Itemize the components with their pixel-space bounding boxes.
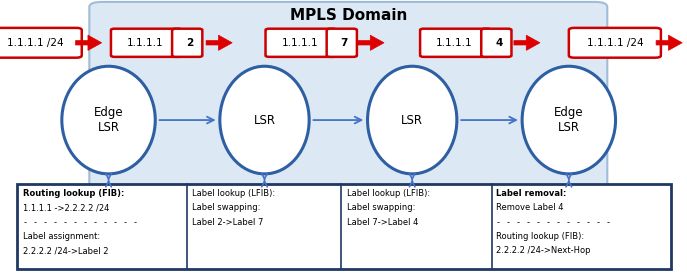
Ellipse shape <box>522 66 616 174</box>
Polygon shape <box>76 35 102 50</box>
Text: - - - - - - - - - - - -: - - - - - - - - - - - - <box>496 218 611 227</box>
Text: Routing lookup (FIB):: Routing lookup (FIB): <box>496 232 584 241</box>
Text: 2.2.2.2 /24->Next-Hop: 2.2.2.2 /24->Next-Hop <box>496 246 591 256</box>
Polygon shape <box>206 35 232 50</box>
Text: Label assignment:: Label assignment: <box>23 232 100 241</box>
Polygon shape <box>656 35 682 50</box>
Text: 2.2.2.2 /24->Label 2: 2.2.2.2 /24->Label 2 <box>23 246 108 256</box>
FancyBboxPatch shape <box>172 29 202 57</box>
Text: 1.1.1.1 /24: 1.1.1.1 /24 <box>8 38 64 48</box>
Text: Remove Label 4: Remove Label 4 <box>496 203 563 213</box>
Ellipse shape <box>368 66 457 174</box>
Polygon shape <box>358 35 384 50</box>
Text: Label removal:: Label removal: <box>496 189 566 198</box>
FancyBboxPatch shape <box>17 184 671 269</box>
Text: 1.1.1.1: 1.1.1.1 <box>436 38 473 48</box>
Text: 1.1.1.1: 1.1.1.1 <box>126 38 164 48</box>
Text: 7: 7 <box>341 38 348 48</box>
Text: 2: 2 <box>186 38 193 48</box>
Text: 1.1.1.1: 1.1.1.1 <box>281 38 318 48</box>
Polygon shape <box>514 35 540 50</box>
Text: Label 7->Label 4: Label 7->Label 4 <box>347 218 418 227</box>
Text: Label swapping:: Label swapping: <box>192 203 261 213</box>
Text: Edge
LSR: Edge LSR <box>554 106 584 134</box>
Text: Routing lookup (FIB):: Routing lookup (FIB): <box>23 189 124 198</box>
Text: 1.1.1.1 /24: 1.1.1.1 /24 <box>587 38 643 48</box>
Text: MPLS Domain: MPLS Domain <box>290 8 407 23</box>
Text: Label lookup (LFIB):: Label lookup (LFIB): <box>192 189 275 198</box>
Text: - - - - - - - - - - - -: - - - - - - - - - - - - <box>23 218 137 227</box>
FancyBboxPatch shape <box>481 29 511 57</box>
Ellipse shape <box>220 66 309 174</box>
FancyBboxPatch shape <box>569 28 661 58</box>
Text: LSR: LSR <box>401 113 423 127</box>
FancyBboxPatch shape <box>327 29 357 57</box>
Text: Label swapping:: Label swapping: <box>347 203 416 213</box>
FancyBboxPatch shape <box>266 29 337 57</box>
FancyBboxPatch shape <box>0 28 82 58</box>
Text: LSR: LSR <box>254 113 275 127</box>
Text: Label lookup (LFIB):: Label lookup (LFIB): <box>347 189 430 198</box>
FancyBboxPatch shape <box>111 29 181 57</box>
Text: 1.1.1.1 ->2.2.2.2 /24: 1.1.1.1 ->2.2.2.2 /24 <box>23 203 109 213</box>
Ellipse shape <box>62 66 155 174</box>
Text: 4: 4 <box>495 38 502 48</box>
Text: Edge
LSR: Edge LSR <box>93 106 124 134</box>
Text: Label 2->Label 7: Label 2->Label 7 <box>192 218 264 227</box>
FancyBboxPatch shape <box>420 29 491 57</box>
FancyBboxPatch shape <box>89 2 607 193</box>
